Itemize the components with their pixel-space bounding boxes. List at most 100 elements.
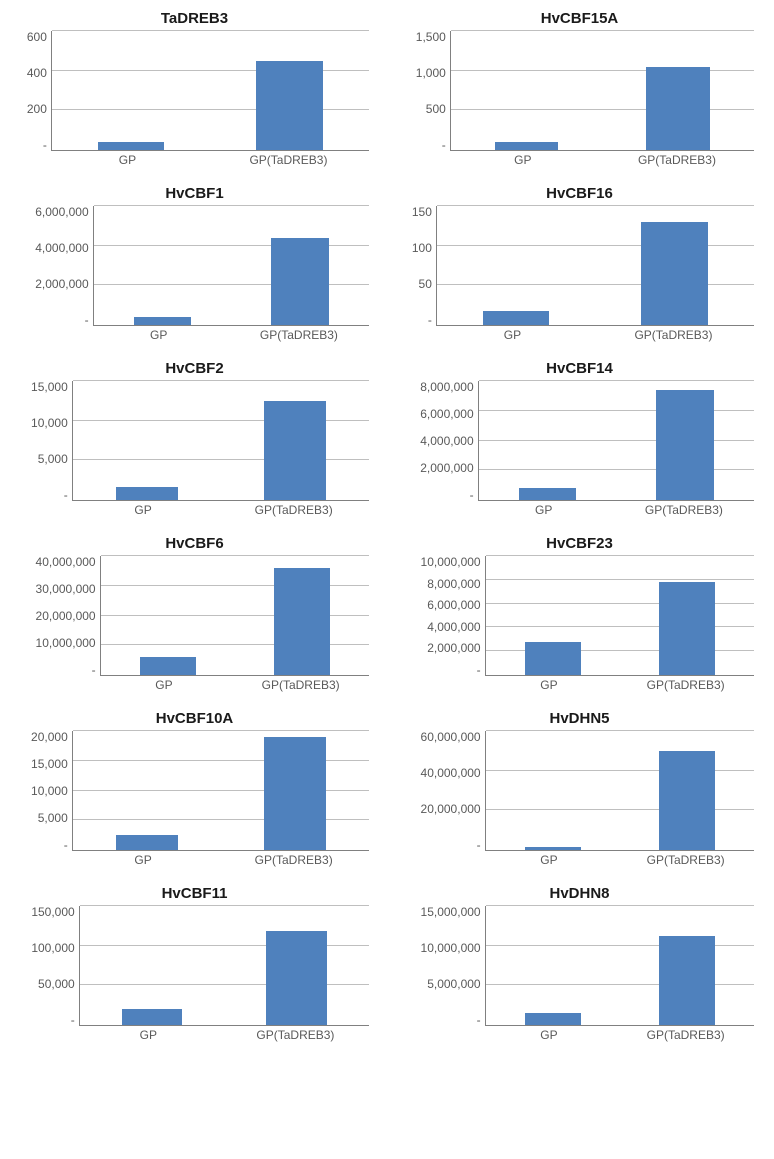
y-tick-label: 100,000 [31,942,74,954]
y-tick-label: - [71,1014,75,1026]
y-axis-labels: 15,000,00010,000,0005,000,000- [405,906,485,1026]
y-tick-label: 15,000 [31,381,68,393]
bar-gp [525,642,581,675]
x-tick-label: GP(TaDREB3) [218,853,369,867]
x-axis-labels: GPGP(TaDREB3) [474,503,754,517]
y-tick-label: 2,000,000 [427,642,480,654]
bar-gp [140,657,196,675]
bars-container [73,731,369,850]
y-tick-label: 20,000 [31,731,68,743]
chart-hvcbf1: HvCBF16,000,0004,000,0002,000,000-GPGP(T… [20,185,369,342]
chart-hvcbf10a: HvCBF10A20,00015,00010,0005,000-GPGP(TaD… [20,710,369,867]
y-tick-label: 8,000,000 [420,381,473,393]
y-tick-label: 100 [412,242,432,254]
y-tick-label: - [43,139,47,151]
bar-gp-tadreb3- [659,936,715,1025]
y-tick-label: 5,000,000 [427,978,480,990]
x-tick-label: GP [432,328,593,342]
chart-hvcbf23: HvCBF2310,000,0008,000,0006,000,0004,000… [405,535,754,692]
y-axis-labels: 15010050- [405,206,436,326]
chart-title: HvCBF10A [20,710,369,727]
chart-title: HvCBF1 [20,185,369,202]
x-tick-label: GP [96,678,233,692]
bar-gp [122,1009,183,1025]
y-tick-label: 50,000 [38,978,75,990]
plot-area [450,31,754,151]
y-tick-label: 10,000 [31,417,68,429]
bars-container [80,906,369,1025]
x-axis-labels: GPGP(TaDREB3) [68,853,369,867]
plot-area [436,206,754,326]
bar-gp-tadreb3- [646,67,710,150]
y-tick-label: 150 [412,206,432,218]
bar-gp [134,317,192,325]
y-tick-label: 60,000,000 [421,731,481,743]
bars-container [451,31,754,150]
chart-hvcbf16: HvCBF1615010050-GPGP(TaDREB3) [405,185,754,342]
y-tick-label: - [477,839,481,851]
y-tick-label: 2,000,000 [420,462,473,474]
plot-area [72,731,369,851]
chart-grid: TaDREB3600400200-GPGP(TaDREB3)HvCBF15A1,… [20,10,754,1042]
x-axis-labels: GPGP(TaDREB3) [75,1028,369,1042]
y-tick-label: 10,000 [31,785,68,797]
x-tick-label: GP [89,328,229,342]
x-axis-labels: GPGP(TaDREB3) [96,678,369,692]
x-tick-label: GP [481,853,618,867]
y-tick-label: 15,000,000 [421,906,481,918]
ylabel-spacer [20,326,89,342]
y-tick-label: 30,000,000 [36,583,96,595]
x-tick-label: GP [47,153,208,167]
chart-tadreb3: TaDREB3600400200-GPGP(TaDREB3) [20,10,369,167]
y-tick-label: 200 [27,103,47,115]
bar-gp [525,1013,581,1025]
y-tick-label: - [442,139,446,151]
x-axis-labels: GPGP(TaDREB3) [68,503,369,517]
y-tick-label: 15,000 [31,758,68,770]
bar-gp-tadreb3- [264,737,326,850]
x-tick-label: GP [68,503,219,517]
x-axis-labels: GPGP(TaDREB3) [481,1028,754,1042]
y-tick-label: 1,500 [416,31,446,43]
x-axis-labels: GPGP(TaDREB3) [89,328,369,342]
bar-gp-tadreb3- [656,390,714,500]
y-tick-label: 10,000,000 [36,637,96,649]
bars-container [52,31,369,150]
y-tick-label: 6,000,000 [427,599,480,611]
chart-hvdhn5: HvDHN560,000,00040,000,00020,000,000-GPG… [405,710,754,867]
chart-hvcbf2: HvCBF215,00010,0005,000-GPGP(TaDREB3) [20,360,369,517]
chart-title: HvDHN8 [405,885,754,902]
bar-gp [116,487,178,500]
y-tick-label: 40,000,000 [421,767,481,779]
bars-container [73,381,369,500]
y-axis-labels: 10,000,0008,000,0006,000,0004,000,0002,0… [405,556,485,676]
x-tick-label: GP(TaDREB3) [617,678,754,692]
plot-area [72,381,369,501]
bars-container [486,556,754,675]
y-tick-label: 150,000 [31,906,74,918]
chart-hvcbf11: HvCBF11150,000100,00050,000-GPGP(TaDREB3… [20,885,369,1042]
bar-gp [98,142,165,150]
bar-gp-tadreb3- [264,401,326,500]
plot-area [485,731,754,851]
y-axis-labels: 20,00015,00010,0005,000- [20,731,72,851]
x-axis-labels: GPGP(TaDREB3) [481,853,754,867]
x-axis-labels: GPGP(TaDREB3) [446,153,754,167]
chart-title: HvCBF23 [405,535,754,552]
x-tick-label: GP(TaDREB3) [617,853,754,867]
y-axis-labels: 8,000,0006,000,0004,000,0002,000,000- [405,381,478,501]
y-tick-label: 500 [426,103,446,115]
y-tick-label: 8,000,000 [427,578,480,590]
y-tick-label: 600 [27,31,47,43]
y-tick-label: 2,000,000 [35,278,88,290]
chart-title: HvCBF6 [20,535,369,552]
x-tick-label: GP [75,1028,222,1042]
chart-hvcbf15a: HvCBF15A1,5001,000500-GPGP(TaDREB3) [405,10,754,167]
bars-container [486,906,754,1025]
y-tick-label: 400 [27,67,47,79]
y-tick-label: 20,000,000 [36,610,96,622]
y-tick-label: 4,000,000 [420,435,473,447]
bar-gp-tadreb3- [256,61,323,150]
bar-gp-tadreb3- [659,751,715,850]
y-tick-label: - [64,489,68,501]
